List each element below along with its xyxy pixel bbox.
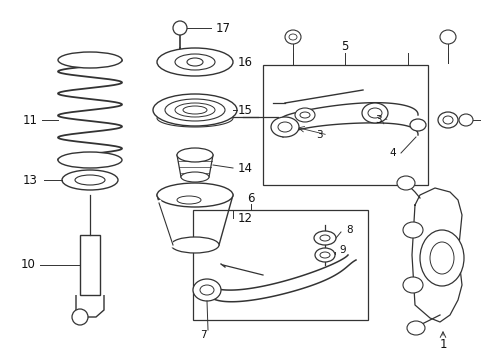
- Ellipse shape: [396, 176, 414, 190]
- Ellipse shape: [294, 108, 314, 122]
- Ellipse shape: [177, 196, 200, 204]
- Ellipse shape: [199, 285, 213, 295]
- Ellipse shape: [285, 30, 301, 44]
- Ellipse shape: [152, 94, 237, 126]
- Ellipse shape: [437, 112, 457, 128]
- Ellipse shape: [429, 242, 453, 274]
- Ellipse shape: [181, 172, 209, 182]
- Ellipse shape: [402, 277, 422, 293]
- Text: 12: 12: [237, 211, 252, 225]
- Text: 2: 2: [483, 114, 484, 126]
- Ellipse shape: [72, 309, 88, 325]
- Text: 3: 3: [315, 130, 322, 140]
- Ellipse shape: [75, 175, 105, 185]
- Ellipse shape: [193, 279, 221, 301]
- Text: 14: 14: [237, 161, 252, 175]
- Ellipse shape: [300, 112, 309, 118]
- Ellipse shape: [313, 231, 335, 245]
- Text: 10: 10: [20, 258, 35, 272]
- Text: 5: 5: [341, 40, 348, 54]
- Ellipse shape: [271, 117, 298, 137]
- Ellipse shape: [458, 114, 472, 126]
- Ellipse shape: [187, 58, 203, 66]
- Ellipse shape: [62, 170, 118, 190]
- Text: 1: 1: [439, 338, 446, 352]
- Text: 9: 9: [339, 245, 346, 255]
- Ellipse shape: [314, 248, 334, 262]
- Ellipse shape: [361, 103, 387, 123]
- Bar: [80, 235, 100, 295]
- Text: 4: 4: [389, 148, 395, 158]
- Text: 3: 3: [374, 115, 380, 125]
- Text: 16: 16: [237, 55, 252, 69]
- Bar: [193, 210, 367, 320]
- Text: 11: 11: [22, 114, 37, 126]
- Text: 13: 13: [23, 174, 37, 186]
- Ellipse shape: [277, 122, 291, 132]
- Text: 17: 17: [215, 21, 230, 35]
- Ellipse shape: [175, 54, 214, 70]
- Ellipse shape: [173, 21, 187, 35]
- Ellipse shape: [175, 103, 214, 117]
- Ellipse shape: [182, 106, 207, 114]
- Ellipse shape: [157, 48, 232, 76]
- Ellipse shape: [319, 235, 329, 241]
- Ellipse shape: [165, 99, 225, 121]
- Text: 6: 6: [247, 191, 254, 205]
- Ellipse shape: [439, 30, 455, 44]
- Text: 15: 15: [237, 104, 252, 116]
- Text: 7: 7: [199, 330, 206, 340]
- Ellipse shape: [177, 148, 212, 162]
- Text: 8: 8: [346, 225, 352, 235]
- Ellipse shape: [171, 237, 219, 253]
- Ellipse shape: [58, 52, 122, 68]
- Ellipse shape: [409, 119, 425, 131]
- Ellipse shape: [288, 34, 296, 40]
- Ellipse shape: [157, 183, 232, 207]
- Ellipse shape: [319, 252, 329, 258]
- Ellipse shape: [367, 108, 381, 118]
- Ellipse shape: [442, 116, 452, 124]
- Ellipse shape: [406, 321, 424, 335]
- Bar: [262, 65, 427, 185]
- Ellipse shape: [58, 152, 122, 168]
- Ellipse shape: [419, 230, 463, 286]
- Ellipse shape: [402, 222, 422, 238]
- Polygon shape: [411, 188, 461, 322]
